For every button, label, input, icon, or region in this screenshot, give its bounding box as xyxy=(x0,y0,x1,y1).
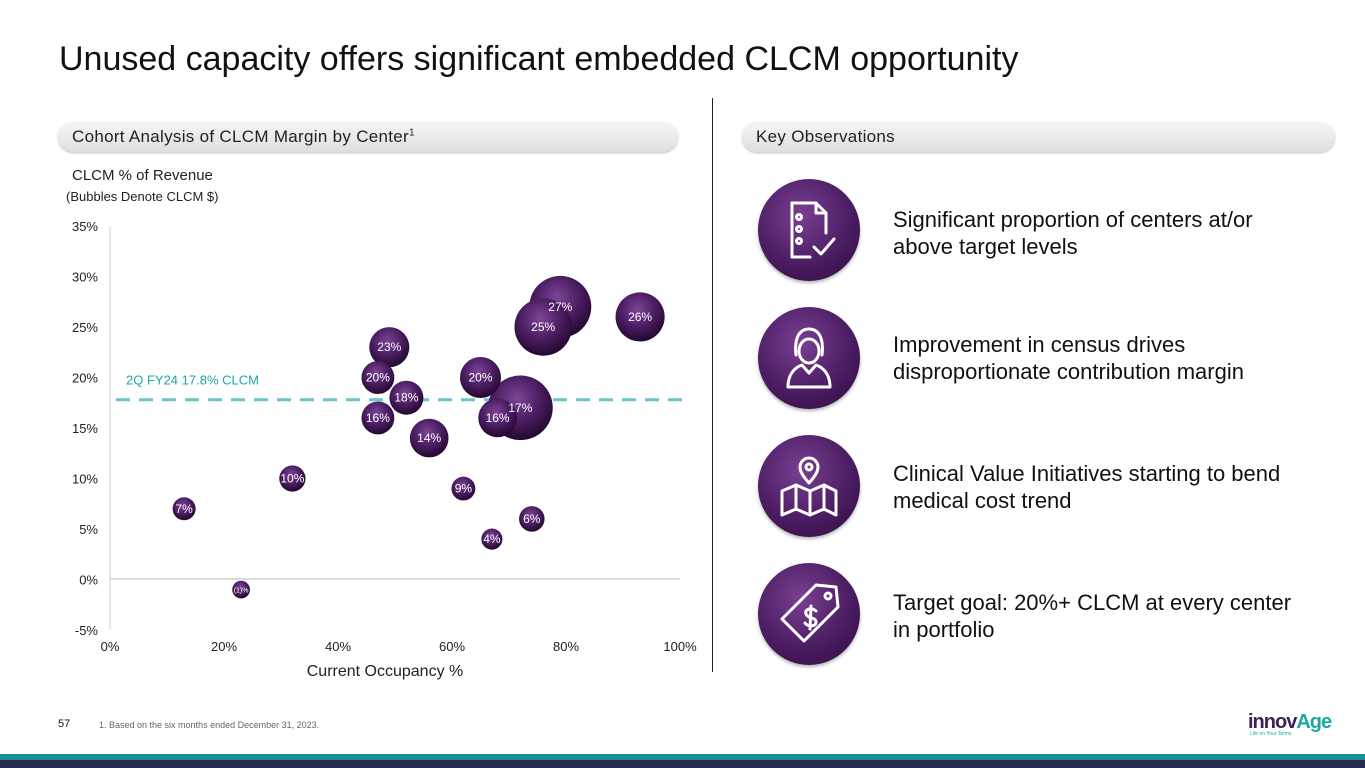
observation-text-1: Significant proportion of centers at/or … xyxy=(893,207,1253,259)
chart-title: CLCM % of Revenue xyxy=(72,167,213,184)
observations-section-header: Key Observations xyxy=(742,122,1335,152)
bubble-1 xyxy=(232,580,250,599)
checklist-icon xyxy=(758,179,860,281)
bubble-label-7: 14% xyxy=(417,431,441,445)
chart-section-header: Cohort Analysis of CLCM Margin by Center… xyxy=(58,122,678,152)
x-tick-label: 0% xyxy=(101,639,120,654)
x-axis-label: Current Occupancy % xyxy=(307,663,464,680)
y-tick-label: 25% xyxy=(72,320,98,335)
map-pin-icon xyxy=(758,435,860,537)
bubble-label-4: 20% xyxy=(366,371,390,385)
bubble-label-2: 10% xyxy=(280,472,304,486)
bubble-label-9: 9% xyxy=(455,482,473,496)
bubble-label-8: 20% xyxy=(468,371,492,385)
observations-section-header-label: Key Observations xyxy=(756,127,895,146)
bubble-label-14: 6% xyxy=(523,512,541,526)
observation-text-3: Clinical Value Initiatives starting to b… xyxy=(893,461,1281,513)
bubble-4 xyxy=(361,361,395,394)
bubble-0 xyxy=(172,497,196,521)
bubble-14 xyxy=(519,506,545,532)
x-tick-label: 100% xyxy=(663,639,697,654)
chart-section-header-label: Cohort Analysis of CLCM Margin by Center xyxy=(72,127,410,146)
y-tick-label: 0% xyxy=(79,573,98,588)
bubble-label-5: 18% xyxy=(394,391,418,405)
bubble-10 xyxy=(481,528,503,550)
bubble-label-12: 17% xyxy=(508,401,532,415)
bubble-label-11: 25% xyxy=(531,320,555,334)
chart-subtitle: (Bubbles Denote CLCM $) xyxy=(66,189,218,204)
section-divider xyxy=(712,98,713,672)
y-tick-label: 15% xyxy=(72,421,98,436)
bubble-6 xyxy=(361,401,395,435)
x-tick-label: 20% xyxy=(211,639,237,654)
y-tick-label: 10% xyxy=(72,472,98,487)
logo-wordmark-part2: Age xyxy=(1296,711,1332,733)
bubble-5 xyxy=(389,380,424,415)
bubble-series: 17% 27% 25% 26% 20% 23% 14% 16% 18% 20% 16% 10% 6% 9%… xyxy=(172,275,665,599)
bubble-label-15: 27% xyxy=(548,300,572,314)
footnote: 1. Based on the six months ended Decembe… xyxy=(99,720,320,730)
footnote-marker: 1 xyxy=(409,127,415,139)
y-tick-label: 35% xyxy=(72,219,98,234)
footer-accent-bar xyxy=(0,754,1365,760)
y-tick-label: 30% xyxy=(72,270,98,285)
bubble-label-3: 23% xyxy=(377,340,401,354)
bubble-13 xyxy=(478,398,517,438)
y-tick-label: 20% xyxy=(72,371,98,386)
logo-wordmark-part1: innov xyxy=(1248,711,1297,733)
page-title: Unused capacity offers significant embed… xyxy=(59,40,1019,78)
x-tick-label: 60% xyxy=(439,639,465,654)
bubble-label-10: 4% xyxy=(483,532,501,546)
y-axis-ticks: 35% 30% 25% 20% 15% 10% 5% 0% -5% xyxy=(72,219,98,638)
y-tick-label: 5% xyxy=(79,522,98,537)
person-icon xyxy=(758,307,860,409)
company-logo: innovAge Life on Your Terms xyxy=(1248,711,1338,741)
page-number: 57 xyxy=(58,718,71,730)
footer-base-bar xyxy=(0,760,1365,768)
bubble-label-16: 26% xyxy=(628,310,652,324)
bubble-chart: CLCM % of Revenue (Bubbles Denote CLCM $… xyxy=(66,167,697,680)
bubble-11 xyxy=(514,298,572,356)
reference-line-label: 2Q FY24 17.8% CLCM xyxy=(126,373,259,388)
bubble-16 xyxy=(615,292,665,342)
bubble-label-6: 16% xyxy=(366,411,390,425)
observation-text-4: Target goal: 20%+ CLCM at every center i… xyxy=(893,590,1292,642)
price-tag-icon xyxy=(758,563,860,665)
logo-tagline: Life on Your Terms xyxy=(1250,731,1292,737)
bubble-3 xyxy=(369,327,410,368)
bubble-9 xyxy=(451,476,476,501)
bubble-label-0: 7% xyxy=(175,502,193,516)
bubble-label-1: (1)% xyxy=(234,588,249,595)
bubble-8 xyxy=(460,357,501,398)
x-tick-label: 40% xyxy=(325,639,351,654)
bubble-label-13: 16% xyxy=(486,411,510,425)
observation-text-2: Improvement in census drives disproporti… xyxy=(893,332,1244,384)
x-tick-label: 80% xyxy=(553,639,579,654)
x-axis-ticks: 0% 20% 40% 60% 80% 100% xyxy=(101,639,697,654)
y-tick-label: -5% xyxy=(75,623,99,638)
bubble-2 xyxy=(279,465,306,492)
bubble-7 xyxy=(409,418,449,458)
